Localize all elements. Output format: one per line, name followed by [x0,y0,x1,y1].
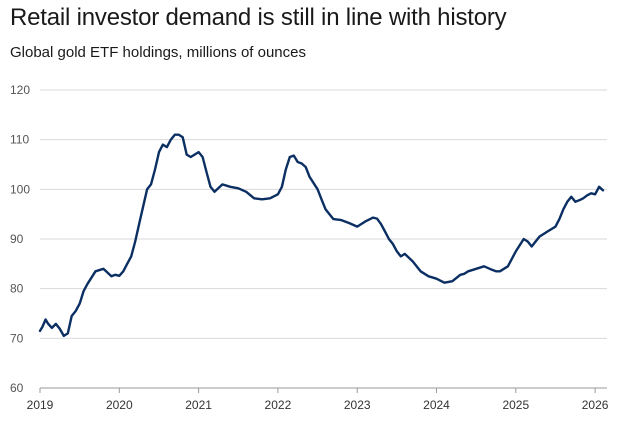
y-tick-label: 120 [10,83,30,97]
y-tick-label: 60 [10,381,24,395]
x-axis [39,387,607,393]
series-line-0 [38,133,605,338]
x-tick-label: 2026 [582,398,609,412]
x-tick-label: 2019 [27,398,54,412]
y-tick-label: 110 [10,133,29,147]
x-tick-label: 2022 [265,398,292,412]
y-tick-label: 70 [10,331,24,345]
x-tick-label: 2025 [502,398,529,412]
y-tick-label: 80 [10,282,24,296]
chart-title: Retail investor demand is still in line … [10,4,507,31]
chart-subtitle: Global gold ETF holdings, millions of ou… [10,44,306,61]
y-tick-label: 90 [10,232,24,246]
x-tick-label: 2024 [423,398,450,412]
y-tick-label: 100 [10,182,30,196]
x-tick-label: 2023 [344,398,371,412]
gridlines [40,89,607,339]
x-tick-label: 2020 [106,398,133,412]
x-tick-label: 2021 [185,398,212,412]
x-tick-labels: 2019 2020 2021 2022 2023 2024 2025 2026 [27,398,609,412]
y-tick-labels: 60 70 80 90 100 110 120 [10,83,30,395]
series-layer [38,133,605,338]
